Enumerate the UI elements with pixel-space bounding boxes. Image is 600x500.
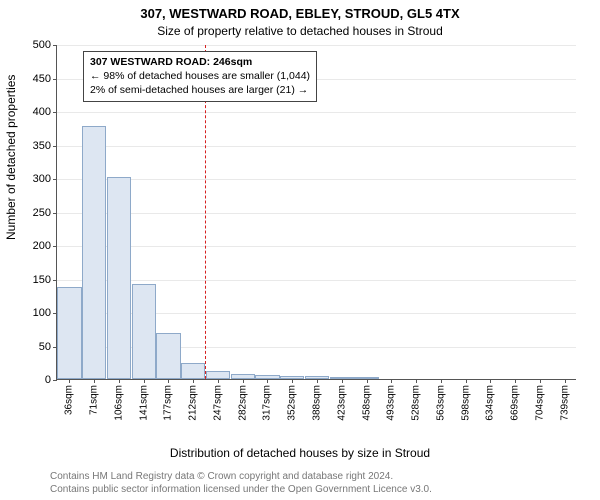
xtick-label: 739sqm <box>559 385 570 421</box>
xtick-mark <box>119 379 120 383</box>
ytick-label: 400 <box>33 106 51 118</box>
chart-title: 307, WESTWARD ROAD, EBLEY, STROUD, GL5 4… <box>0 6 600 21</box>
xtick-label: 352sqm <box>287 385 298 421</box>
chart-subtitle: Size of property relative to detached ho… <box>0 24 600 38</box>
ytick-mark <box>53 79 57 80</box>
ytick-label: 200 <box>33 240 51 252</box>
annotation-line1: 307 WESTWARD ROAD: 246sqm <box>90 55 310 69</box>
gridline <box>57 246 576 247</box>
xtick-label: 458sqm <box>361 385 372 421</box>
xtick-mark <box>540 379 541 383</box>
xtick-mark <box>416 379 417 383</box>
x-axis-label: Distribution of detached houses by size … <box>0 446 600 460</box>
bar <box>57 287 81 379</box>
xtick-label: 669sqm <box>510 385 521 421</box>
ytick-mark <box>53 213 57 214</box>
ytick-label: 300 <box>33 173 51 185</box>
bar <box>107 177 131 379</box>
xtick-mark <box>218 379 219 383</box>
gridline <box>57 112 576 113</box>
gridline <box>57 213 576 214</box>
xtick-mark <box>69 379 70 383</box>
ytick-mark <box>53 246 57 247</box>
bar <box>82 126 106 379</box>
attribution-line1: Contains HM Land Registry data © Crown c… <box>50 471 592 484</box>
attribution: Contains HM Land Registry data © Crown c… <box>50 471 592 496</box>
xtick-label: 528sqm <box>411 385 422 421</box>
gridline <box>57 45 576 46</box>
bar <box>156 333 180 379</box>
xtick-label: 317sqm <box>262 385 273 421</box>
chart-container: 307, WESTWARD ROAD, EBLEY, STROUD, GL5 4… <box>0 0 600 500</box>
xtick-label: 423sqm <box>336 385 347 421</box>
gridline <box>57 179 576 180</box>
xtick-mark <box>144 379 145 383</box>
ytick-mark <box>53 146 57 147</box>
xtick-label: 71sqm <box>89 385 100 415</box>
ytick-mark <box>53 280 57 281</box>
ytick-mark <box>53 45 57 46</box>
xtick-mark <box>367 379 368 383</box>
xtick-mark <box>441 379 442 383</box>
xtick-label: 388sqm <box>312 385 323 421</box>
ytick-mark <box>53 112 57 113</box>
ytick-mark <box>53 380 57 381</box>
ytick-label: 350 <box>33 140 51 152</box>
xtick-label: 106sqm <box>113 385 124 421</box>
xtick-label: 493sqm <box>386 385 397 421</box>
xtick-label: 177sqm <box>163 385 174 421</box>
xtick-mark <box>565 379 566 383</box>
gridline <box>57 146 576 147</box>
y-axis-label: Number of detached properties <box>4 75 18 240</box>
ytick-mark <box>53 179 57 180</box>
xtick-mark <box>317 379 318 383</box>
xtick-mark <box>168 379 169 383</box>
xtick-label: 212sqm <box>188 385 199 421</box>
xtick-mark <box>342 379 343 383</box>
xtick-mark <box>515 379 516 383</box>
gridline <box>57 280 576 281</box>
xtick-label: 282sqm <box>237 385 248 421</box>
ytick-label: 150 <box>33 274 51 286</box>
annotation-line3: 2% of semi-detached houses are larger (2… <box>90 83 310 97</box>
xtick-label: 563sqm <box>435 385 446 421</box>
ytick-label: 250 <box>33 207 51 219</box>
ytick-label: 0 <box>45 374 51 386</box>
xtick-label: 36sqm <box>64 385 75 415</box>
ytick-label: 50 <box>39 341 51 353</box>
ytick-label: 500 <box>33 39 51 51</box>
xtick-mark <box>193 379 194 383</box>
bar <box>181 363 205 379</box>
annotation-line2: ← 98% of detached houses are smaller (1,… <box>90 69 310 83</box>
xtick-mark <box>243 379 244 383</box>
attribution-line2: Contains public sector information licen… <box>50 484 592 497</box>
bar <box>132 284 156 379</box>
xtick-mark <box>267 379 268 383</box>
xtick-label: 704sqm <box>534 385 545 421</box>
xtick-mark <box>94 379 95 383</box>
plot-area: 05010015020025030035040045050036sqm71sqm… <box>56 45 576 380</box>
xtick-mark <box>292 379 293 383</box>
xtick-label: 247sqm <box>212 385 223 421</box>
xtick-mark <box>490 379 491 383</box>
xtick-label: 598sqm <box>460 385 471 421</box>
annotation-box: 307 WESTWARD ROAD: 246sqm← 98% of detach… <box>83 51 317 102</box>
xtick-mark <box>391 379 392 383</box>
xtick-label: 141sqm <box>138 385 149 421</box>
ytick-label: 100 <box>33 307 51 319</box>
xtick-mark <box>466 379 467 383</box>
xtick-label: 634sqm <box>485 385 496 421</box>
bar <box>206 371 230 379</box>
ytick-label: 450 <box>33 73 51 85</box>
